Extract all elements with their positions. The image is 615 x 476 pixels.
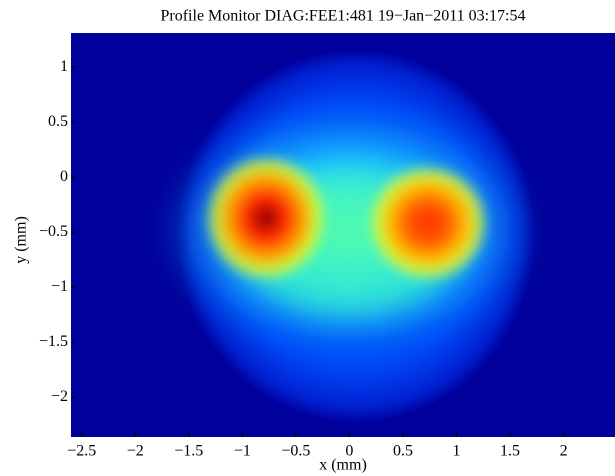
- y-tick-label: −2: [51, 388, 68, 405]
- y-axis-label: y (mm): [13, 216, 30, 264]
- x-tick-label: −0.5: [281, 443, 310, 460]
- x-tick-label: 0: [345, 443, 353, 460]
- y-tick-label: 1: [60, 58, 68, 75]
- x-tick-label: 0.5: [393, 443, 413, 460]
- x-tick-label: −1: [234, 443, 251, 460]
- x-tick-label: −2.5: [67, 443, 96, 460]
- y-tick-label: −1.5: [39, 333, 68, 350]
- x-tick-label: −1.5: [174, 443, 203, 460]
- y-tick-label: 0.5: [48, 113, 68, 130]
- x-tick-label: 2: [560, 443, 568, 460]
- x-tick-label: 1: [453, 443, 461, 460]
- x-tick-label: −2: [127, 443, 144, 460]
- y-tick-label: −1: [51, 278, 68, 295]
- chart-title: Profile Monitor DIAG:FEE1:481 19−Jan−201…: [161, 8, 526, 25]
- x-tick-label: 1.5: [500, 443, 520, 460]
- chart: Profile Monitor DIAG:FEE1:481 19−Jan−201…: [0, 0, 615, 476]
- image: [71, 33, 615, 437]
- x-axis-label: x (mm): [319, 457, 367, 474]
- y-tick-label: −0.5: [39, 223, 68, 240]
- y-tick-label: 0: [60, 168, 68, 185]
